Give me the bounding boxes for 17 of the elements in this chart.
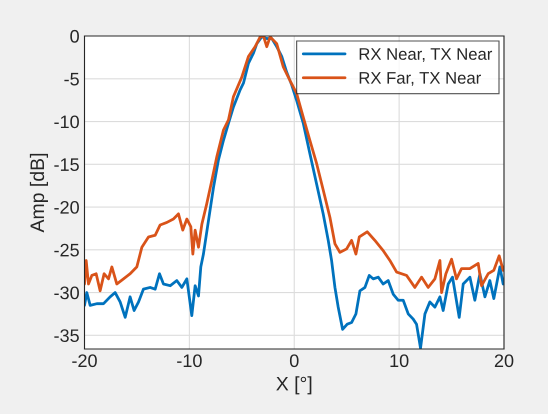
x-tick-label: 20 — [494, 354, 514, 368]
x-axis-title: X [°] — [276, 376, 312, 394]
y-tick-label: -10 — [54, 115, 79, 128]
x-tick-label: 0 — [290, 354, 299, 368]
y-tick-label: 0 — [70, 30, 79, 43]
y-axis-title: Amp [dB] — [30, 154, 48, 232]
y-tick-label: -25 — [54, 244, 79, 257]
y-tick-label: -5 — [64, 72, 79, 86]
y-tick-label: -35 — [54, 329, 79, 342]
y-tick-label: -20 — [54, 200, 79, 214]
line-series — [84, 36, 504, 349]
legend-label: RX Near, TX Near — [360, 48, 492, 62]
legend-label: RX Far, TX Near — [360, 72, 481, 86]
y-tick-label: -30 — [54, 286, 79, 300]
y-tick-label: -15 — [54, 158, 79, 171]
x-tick-label: -10 — [177, 354, 202, 368]
x-tick-label: 10 — [390, 354, 408, 368]
